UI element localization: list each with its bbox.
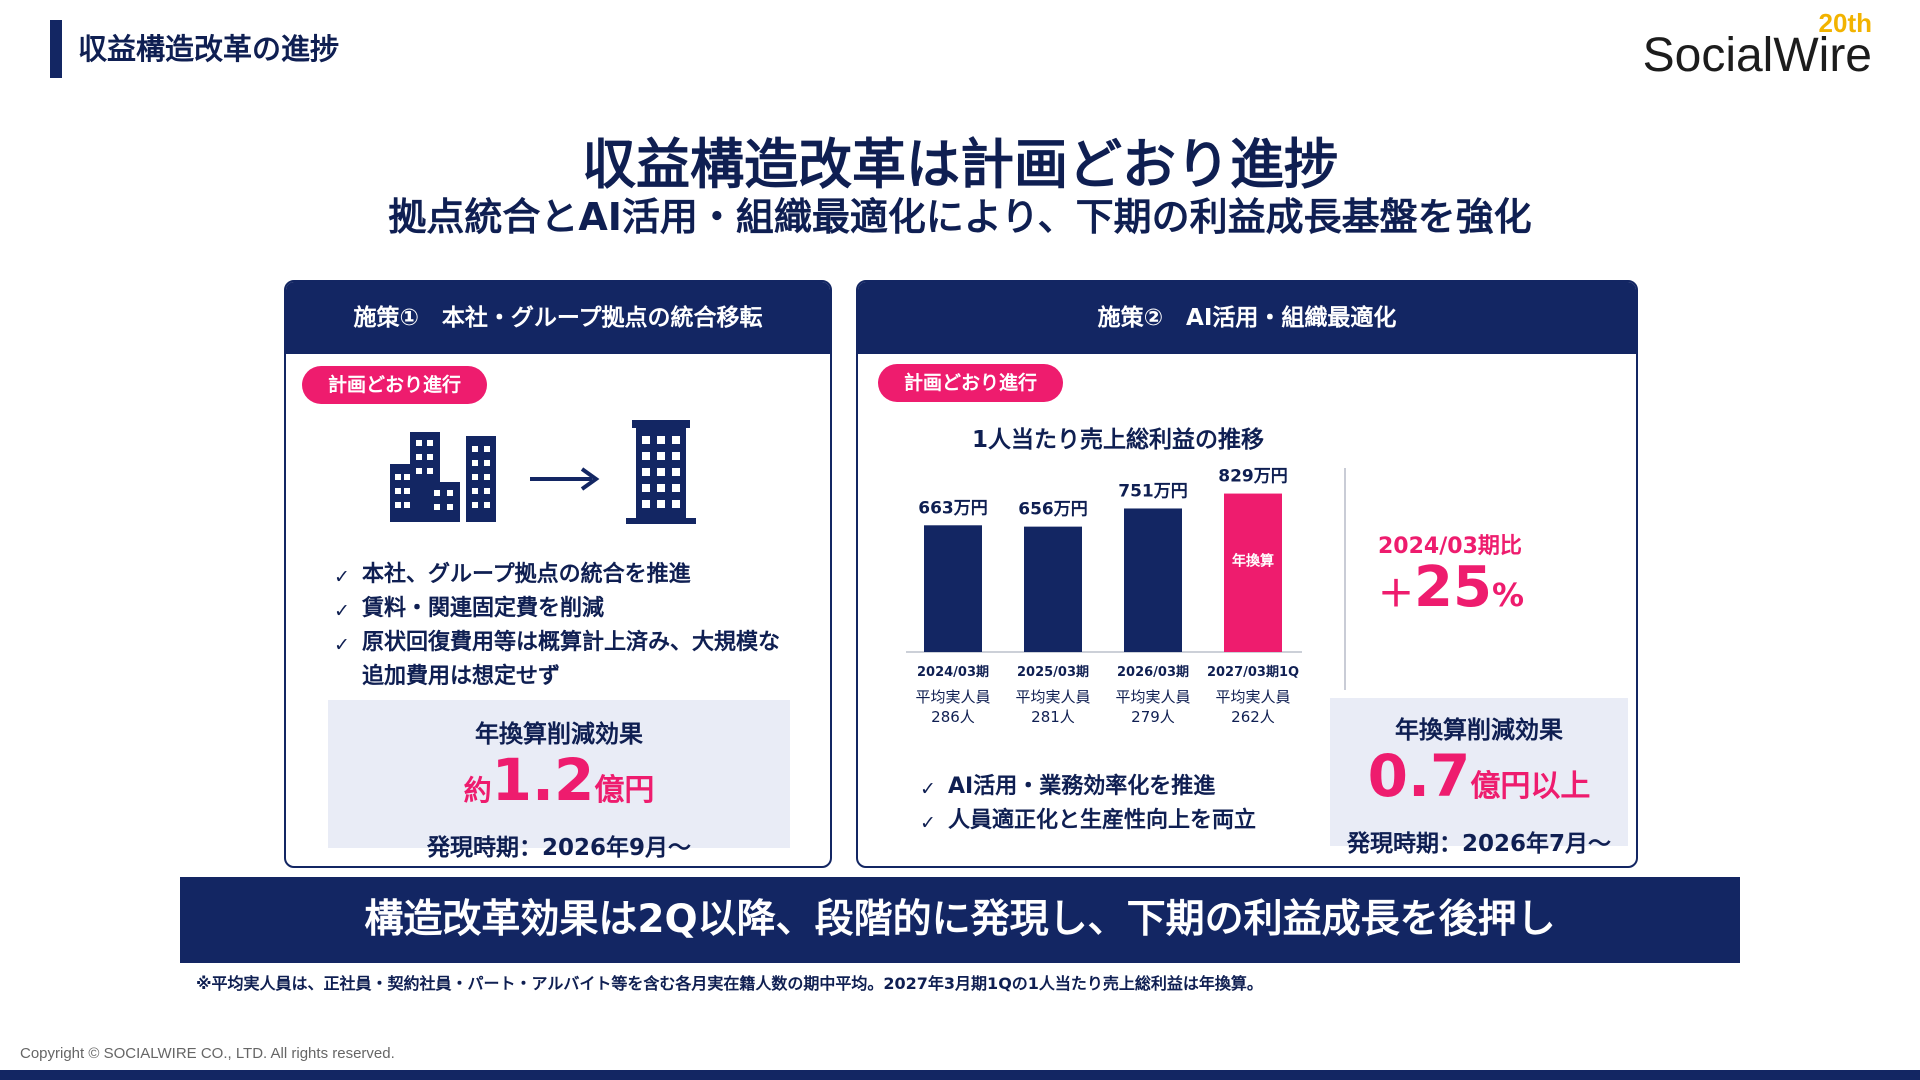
footer-bar (0, 1070, 1920, 1080)
measure-1-effect-box: 年換算削減効果 約1.2億円 発現時期：2026年9月～ (328, 700, 790, 861)
gross-profit-per-person-chart: 663万円2024/03期平均実人員286人656万円2025/03期平均実人員… (906, 467, 1302, 726)
list-item-continuation: 追加費用は想定せず (362, 664, 561, 689)
measure-2-title: 施策② AI活用・組織最適化 (858, 282, 1636, 354)
headcount-label: 平均実人員 (915, 688, 990, 706)
list-item: ✓ 本社、グループ拠点の統合を推進 (332, 558, 812, 592)
measure-2-bullets: ✓ AI活用・業務効率化を推進 ✓ 人員適正化と生産性向上を両立 (918, 770, 1338, 838)
x-tick-label: 2024/03期 (917, 665, 989, 680)
headcount-label: 平均実人員 (1115, 688, 1190, 706)
measure-2-status-badge: 計画どおり進行 (878, 364, 1064, 402)
chart-bar (1024, 526, 1082, 652)
check-icon: ✓ (334, 634, 350, 656)
comparison-value: ＋25% (1378, 556, 1524, 633)
bar-value-label: 663万円 (918, 498, 988, 518)
arrow-right-icon (530, 467, 600, 491)
bar-value-label: 829万円 (1218, 467, 1288, 487)
chart-bar (1224, 493, 1282, 652)
measure-1-panel: 施策① 本社・グループ拠点の統合移転 計画どおり進行 (284, 280, 832, 868)
x-tick-label: 2027/03期1Q (1207, 665, 1299, 680)
measure-1-title: 施策① 本社・グループ拠点の統合移転 (286, 282, 830, 354)
check-icon: ✓ (920, 812, 936, 834)
effect-value: 1.2 (491, 746, 595, 814)
effect-amount: 約1.2億円 (328, 751, 790, 824)
bar-value-label: 751万円 (1118, 481, 1188, 501)
effect-amount: 0.7億円以上 (1330, 745, 1628, 822)
headcount-value: 279人 (1131, 708, 1175, 726)
headcount-label: 平均実人員 (1015, 688, 1090, 706)
bar-annualized-label: 年換算 (1232, 553, 1274, 570)
headcount-label: 平均実人員 (1215, 688, 1290, 706)
chart-bar (1124, 508, 1182, 652)
header-accent-bar (50, 20, 62, 78)
measure-1-status-badge: 計画どおり進行 (302, 366, 488, 404)
effect-timing: 発現時期：2026年9月～ (426, 835, 692, 861)
x-tick-label: 2026/03期 (1117, 665, 1189, 680)
check-icon: ✓ (334, 566, 350, 588)
effect-label: 年換算削減効果 (1395, 716, 1563, 744)
measure-1-bullets: ✓ 本社、グループ拠点の統合を推進 ✓ 賃料・関連固定費を削減 ✓ 原状回復費用等は概… (332, 558, 812, 694)
measure-2-effect-box: 年換算削減効果 0.7億円以上 発現時期：2026年7月～ (1330, 698, 1628, 857)
chart-divider (1344, 468, 1346, 690)
socialwire-logo: 20th SocialWire (1642, 8, 1872, 82)
check-icon: ✓ (334, 600, 350, 622)
x-tick-label: 2025/03期 (1017, 665, 1089, 680)
page-section-title: 収益構造改革の進捗 (78, 32, 340, 66)
footnote: ※平均実人員は、正社員・契約社員・パート・アルバイト等を含む各月実在籍人数の期中… (196, 974, 1263, 993)
sub-headline: 拠点統合とAI活用・組織最適化により、下期の利益成長基盤を強化 (388, 195, 1532, 239)
effect-value: 0.7 (1367, 742, 1471, 810)
effect-label: 年換算削減効果 (475, 720, 643, 748)
chart-bar (924, 525, 982, 652)
chart-title: 1人当たり売上総利益の推移 (972, 427, 1265, 453)
comparison-sign: ＋ (1378, 574, 1415, 615)
effect-unit: 億円 (594, 773, 655, 808)
comparison-number: 25 (1414, 555, 1492, 620)
effect-prefix: 約 (463, 774, 492, 807)
logo-anniversary-badge: 20th (1818, 8, 1872, 38)
buildings-icon (390, 432, 496, 522)
main-headline: 収益構造改革は計画どおり進捗 (582, 133, 1338, 196)
headcount-value: 262人 (1231, 708, 1275, 726)
list-item: ✓ AI活用・業務効率化を推進 (918, 770, 1338, 804)
logo-name: SocialWire (1642, 29, 1872, 82)
measure-2-panel: 施策② AI活用・組織最適化 計画どおり進行 1人当たり売上総利益の推移 663… (856, 280, 1638, 868)
list-item: ✓ 人員適正化と生産性向上を両立 (918, 804, 1338, 838)
single-building-icon (626, 420, 696, 524)
conclusion-banner: 構造改革効果は2Q以降、段階的に発現し、下期の利益成長を後押し (180, 877, 1740, 963)
check-icon: ✓ (920, 778, 936, 800)
effect-timing: 発現時期：2026年7月～ (1346, 831, 1612, 857)
copyright: Copyright © SOCIALWIRE CO., LTD. All rig… (20, 1045, 395, 1062)
comparison-unit: % (1491, 576, 1525, 614)
headcount-value: 286人 (931, 708, 975, 726)
list-item: ✓ 賃料・関連固定費を削減 (332, 592, 812, 626)
comparison-label: 2024/03期比 (1378, 534, 1522, 559)
bar-value-label: 656万円 (1018, 500, 1088, 520)
list-item: ✓ 原状回復費用等は概算計上済み、大規模な (332, 626, 812, 660)
effect-unit: 億円以上 (1470, 769, 1591, 804)
headcount-value: 281人 (1031, 708, 1075, 726)
